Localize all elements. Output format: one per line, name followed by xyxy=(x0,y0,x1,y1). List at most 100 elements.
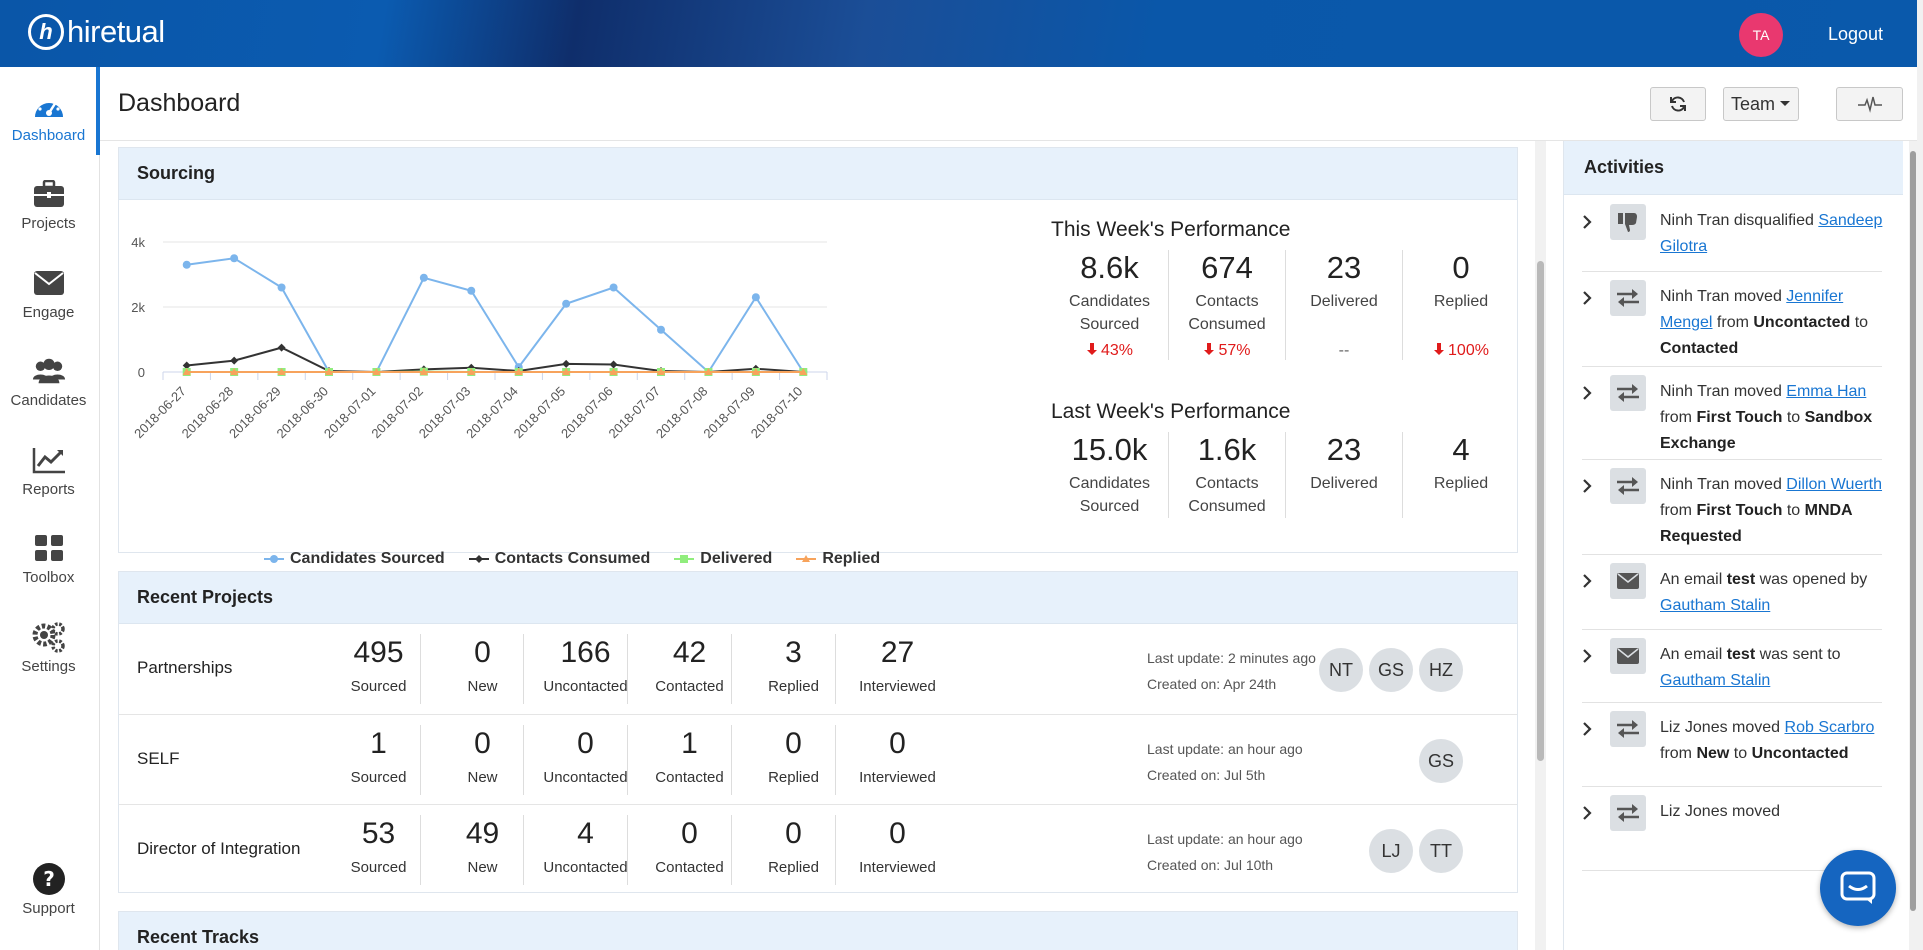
logout-button[interactable]: Logout xyxy=(1828,24,1884,44)
project-stat[interactable]: 166 Uncontacted xyxy=(523,636,648,695)
refresh-button[interactable] xyxy=(1650,87,1706,121)
sidebar-item-toolbox[interactable]: Toolbox xyxy=(0,531,97,611)
project-stat[interactable]: 27 Interviewed xyxy=(835,636,960,695)
activities-scrollbar[interactable] xyxy=(1909,141,1917,950)
project-stat[interactable]: 0 Contacted xyxy=(627,817,752,876)
project-stat[interactable]: 1 Sourced xyxy=(316,727,441,786)
member-avatar[interactable]: HZ xyxy=(1419,648,1463,692)
member-avatar[interactable]: TT xyxy=(1419,829,1463,873)
sidebar-item-dashboard[interactable]: Dashboard xyxy=(0,89,97,169)
data-point[interactable] xyxy=(230,368,239,375)
data-point[interactable] xyxy=(277,368,286,375)
data-point[interactable] xyxy=(609,283,618,292)
project-stat[interactable]: 0 Interviewed xyxy=(835,727,960,786)
project-stat[interactable]: 0 Replied xyxy=(731,817,856,876)
project-stat[interactable]: 49 New xyxy=(420,817,545,876)
sidebar-item-support[interactable]: ? Support xyxy=(0,862,97,942)
data-point[interactable] xyxy=(562,368,571,375)
project-stat[interactable]: 0 Interviewed xyxy=(835,817,960,876)
project-stat-label: Contacted xyxy=(655,678,724,695)
expand-chevron-icon[interactable] xyxy=(1582,214,1596,235)
data-point[interactable] xyxy=(277,343,286,352)
data-point[interactable] xyxy=(419,273,428,282)
main-scrollbar-thumb[interactable] xyxy=(1537,261,1544,761)
project-stat[interactable]: 3 Replied xyxy=(731,636,856,695)
project-stat[interactable]: 4 Uncontacted xyxy=(523,817,648,876)
data-point[interactable] xyxy=(230,356,239,365)
activity-toggle-button[interactable] xyxy=(1836,87,1903,121)
sidebar-item-engage[interactable]: Engage xyxy=(0,266,97,346)
window-scrollbar[interactable] xyxy=(1917,0,1923,950)
project-name[interactable]: SELF xyxy=(137,749,180,768)
data-point[interactable] xyxy=(562,299,571,308)
project-stat[interactable]: 0 Uncontacted xyxy=(523,727,648,786)
data-point[interactable] xyxy=(230,254,239,263)
member-avatar[interactable]: GS xyxy=(1419,739,1463,783)
expand-chevron-icon[interactable] xyxy=(1582,805,1596,826)
data-point[interactable] xyxy=(751,368,760,375)
expand-chevron-icon[interactable] xyxy=(1582,290,1596,311)
chat-launcher-button[interactable] xyxy=(1820,850,1896,926)
main-scrollbar[interactable] xyxy=(1535,141,1546,950)
data-point[interactable] xyxy=(704,368,713,375)
data-point[interactable] xyxy=(562,359,571,368)
data-point[interactable] xyxy=(372,368,381,375)
candidate-link[interactable]: Jennifer Mengel xyxy=(1660,288,1844,331)
expand-chevron-icon[interactable] xyxy=(1582,478,1596,499)
project-row[interactable]: Director of Integration 53 Sourced 49 New 4 Un… xyxy=(119,804,1517,894)
data-point[interactable] xyxy=(325,368,333,375)
member-avatar[interactable]: NT xyxy=(1319,648,1363,692)
legend-item[interactable]: Replied xyxy=(796,550,880,568)
sidebar-item-settings[interactable]: Settings xyxy=(0,620,97,700)
candidate-link[interactable]: Gautham Stalin xyxy=(1660,672,1771,689)
candidate-link[interactable]: Rob Scarbro xyxy=(1784,719,1875,736)
project-name[interactable]: Director of Integration xyxy=(137,839,301,858)
legend-item[interactable]: Contacts Consumed xyxy=(468,550,650,568)
member-avatar[interactable]: GS xyxy=(1369,648,1413,692)
data-point[interactable] xyxy=(182,368,191,375)
data-point[interactable] xyxy=(751,293,760,302)
data-point[interactable] xyxy=(657,325,665,334)
sidebar-item-label: Toolbox xyxy=(22,569,75,586)
project-name[interactable]: Partnerships xyxy=(137,658,233,677)
legend-item[interactable]: Delivered xyxy=(674,550,772,568)
expand-chevron-icon[interactable] xyxy=(1582,648,1596,669)
hiretual-logo[interactable]: h hiretual xyxy=(28,14,165,50)
data-point[interactable] xyxy=(514,368,523,375)
candidate-link[interactable]: Dillon Wuerth xyxy=(1786,476,1883,493)
sidebar-item-reports[interactable]: Reports xyxy=(0,443,97,523)
data-point[interactable] xyxy=(799,368,808,375)
project-stat[interactable]: 42 Contacted xyxy=(627,636,752,695)
legend-item[interactable]: Candidates Sourced xyxy=(264,550,445,568)
data-point[interactable] xyxy=(609,368,618,375)
expand-chevron-icon[interactable] xyxy=(1582,573,1596,594)
data-point[interactable] xyxy=(419,368,428,375)
sidebar-item-projects[interactable]: Projects xyxy=(0,177,97,257)
candidate-link[interactable]: Emma Han xyxy=(1786,383,1867,400)
activities-scrollbar-thumb[interactable] xyxy=(1910,151,1916,911)
project-stat[interactable]: 1 Contacted xyxy=(627,727,752,786)
data-point[interactable] xyxy=(277,283,286,292)
candidate-link[interactable]: Gautham Stalin xyxy=(1660,597,1771,614)
project-stat[interactable]: 53 Sourced xyxy=(316,817,441,876)
data-point[interactable] xyxy=(182,260,191,269)
expand-chevron-icon[interactable] xyxy=(1582,721,1596,742)
expand-chevron-icon[interactable] xyxy=(1582,385,1596,406)
member-avatar[interactable]: LJ xyxy=(1369,829,1413,873)
project-stat[interactable]: 0 New xyxy=(420,727,545,786)
project-stat[interactable]: 495 Sourced xyxy=(316,636,441,695)
sidebar-item-candidates[interactable]: Candidates xyxy=(0,354,97,434)
data-point[interactable] xyxy=(467,286,476,295)
candidate-link[interactable]: Sandeep Gilotra xyxy=(1660,212,1883,255)
user-avatar[interactable]: TA xyxy=(1739,13,1783,57)
project-row[interactable]: Partnerships 495 Sourced 0 New 166 Uncontacted… xyxy=(119,624,1517,714)
project-stat[interactable]: 0 Replied xyxy=(731,727,856,786)
data-point[interactable] xyxy=(609,360,618,369)
project-stat[interactable]: 0 New xyxy=(420,636,545,695)
team-dropdown[interactable]: Team xyxy=(1723,87,1799,121)
project-row[interactable]: SELF 1 Sourced 0 New 0 Uncontacted 1 Contacted 0 R… xyxy=(119,714,1517,804)
data-point[interactable] xyxy=(467,368,476,375)
arrow-down-icon xyxy=(1204,343,1215,355)
data-point[interactable] xyxy=(657,368,665,375)
data-point[interactable] xyxy=(182,361,191,370)
